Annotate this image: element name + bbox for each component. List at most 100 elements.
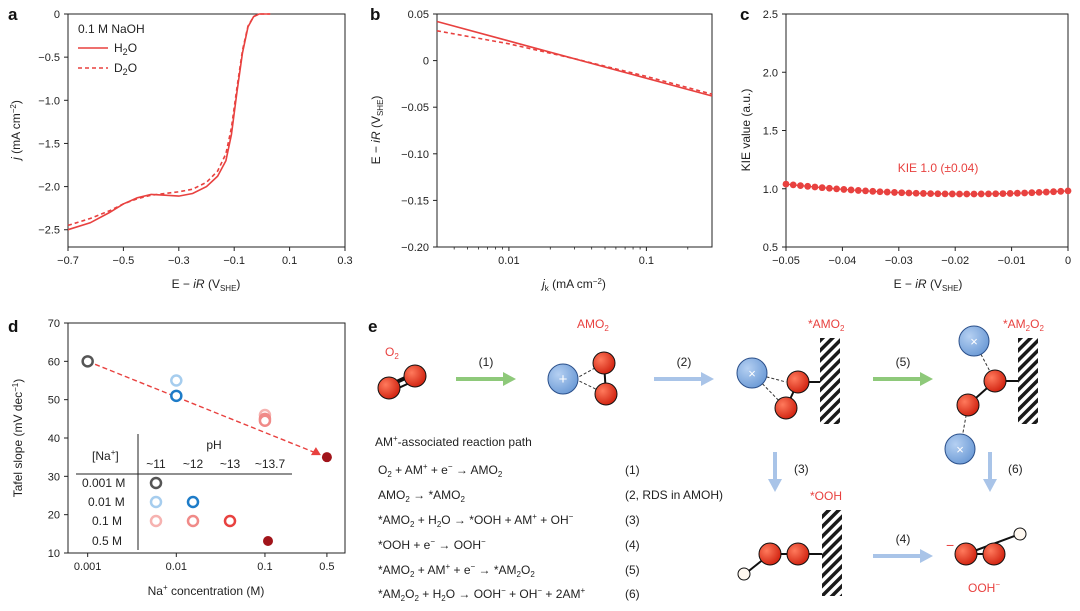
kie-point	[898, 189, 906, 197]
legend-d2o-label: D2O	[114, 61, 137, 77]
chart-a-xlabel: E − iR (VSHE)	[172, 277, 241, 293]
atom-o	[377, 376, 401, 400]
minus-sign: −	[946, 537, 954, 553]
kie-point	[912, 189, 920, 197]
y-tick-label: 1.0	[763, 184, 778, 196]
kie-point	[818, 184, 826, 192]
arrow-label: (4)	[896, 532, 911, 546]
y-tick-label: −2.0	[38, 182, 60, 194]
atom-o	[982, 542, 1006, 566]
y-tick-label: 40	[48, 433, 60, 445]
kie-point	[789, 181, 797, 189]
molecule-ooh-minus: −	[946, 527, 1027, 566]
atom-o	[758, 542, 782, 566]
chart-a-frame	[67, 13, 346, 248]
x-tick-label: −0.04	[828, 255, 856, 267]
arrow-step-3: (3)	[768, 452, 809, 492]
y-tick-label: −0.15	[401, 195, 429, 207]
kie-point	[977, 190, 985, 198]
equation-number: (1)	[625, 463, 640, 477]
reaction-scheme: O2 AMO2 *AMO2 *AM2O2 *OOH OOH− +	[375, 317, 1044, 603]
x-tick-label: −0.7	[57, 255, 79, 267]
kie-point	[941, 190, 949, 198]
data-point	[321, 452, 332, 463]
atom-o	[774, 396, 798, 420]
equation-number: (2, RDS in AMOH)	[625, 488, 723, 502]
label-star-amo2: *AMO2	[808, 317, 845, 333]
kie-point	[1028, 189, 1036, 197]
chart-b: 0.01 0.1 0.05 0 −0.05 −0.10 −0.15 −0.20 jk (mA …	[369, 9, 713, 293]
y-tick-label: 60	[48, 356, 60, 368]
atom-o	[786, 542, 810, 566]
table-marker	[223, 514, 237, 528]
chart-c-frame	[785, 13, 1069, 248]
molecule-star-ooh	[737, 510, 842, 596]
chart-a: −0.7 −0.5 −0.3 −0.1 0.1 0.3 0 −0.5 −1.0 −1.5 −2.0 −…	[9, 9, 353, 293]
arrow-label: (6)	[1008, 462, 1023, 476]
equation-list: O2 + AM+ + e− → AMO2 (1) AMO2 → *AMO2 (2, R…	[378, 462, 723, 603]
kie-point	[948, 190, 956, 198]
y-tick-label: −0.20	[401, 242, 429, 254]
path-title: AM+-associated reaction path	[375, 434, 532, 449]
panel-b-label: b	[370, 5, 380, 24]
label-star-am2o2: *AM2O2	[1003, 317, 1044, 333]
x-tick-label: 0.5	[319, 561, 334, 573]
y-tick-label: 1.5	[763, 126, 778, 138]
legend-h2o-label: H2O	[114, 41, 137, 57]
equation: *AM2O2 + H2O → OOH− + OH− + 2AM+	[378, 586, 585, 603]
table-ph-13-7: ~13.7	[255, 457, 286, 471]
x-tick-label: −0.1	[223, 255, 245, 267]
equation: *AMO2 + AM+ + e− → *AM2O2	[378, 562, 535, 579]
x-tick-label: −0.03	[885, 255, 913, 267]
table-marker	[186, 514, 200, 528]
atom-o	[594, 382, 618, 406]
atom-o	[956, 393, 980, 417]
atom-am	[736, 357, 768, 389]
kie-point	[1042, 188, 1050, 196]
kie-point	[992, 190, 1000, 198]
kie-point	[1057, 187, 1065, 195]
table-ph-13: ~13	[220, 457, 241, 471]
x-tick-label: 0.01	[498, 255, 519, 267]
y-tick-label: 70	[48, 318, 60, 330]
atom-h	[737, 567, 751, 581]
x-tick-label: 0	[1065, 255, 1071, 267]
kie-point	[825, 184, 833, 192]
kie-point	[927, 190, 935, 198]
y-tick-label: 20	[48, 510, 60, 522]
molecule-amo2: +	[547, 351, 618, 406]
kie-line	[785, 183, 1069, 195]
arrow-step-5: (5)	[873, 355, 933, 386]
atom-am	[944, 433, 976, 465]
table-row-label: 0.5 M	[92, 534, 122, 548]
trend-line	[87, 360, 320, 455]
x-tick-label: 0.1	[257, 561, 272, 573]
y-tick-label: 10	[48, 548, 60, 560]
equation: *AMO2 + H2O → *OOH + AM+ + OH−	[378, 512, 574, 529]
y-tick-label: 2.5	[763, 9, 778, 21]
table-ph-11: ~11	[146, 457, 166, 471]
label-amo2: AMO2	[577, 317, 609, 333]
data-point	[258, 414, 272, 427]
kie-point	[1064, 187, 1072, 195]
equation: AMO2 → *AMO2	[378, 488, 465, 504]
chart-d-ylabel: Tafel slope (mV dec−1)	[11, 379, 25, 498]
atom-o	[983, 369, 1007, 393]
x-tick-label: 0.01	[166, 561, 187, 573]
y-tick-label: −0.10	[401, 149, 429, 161]
table-marker	[149, 495, 163, 509]
x-tick-label: 0.3	[337, 255, 352, 267]
kie-point	[854, 187, 862, 194]
chart-b-xlabel: jk (mA cm−2)	[540, 277, 606, 293]
x-tick-label: −0.02	[941, 255, 969, 267]
surface-hatch	[822, 510, 842, 596]
kie-point	[883, 188, 891, 196]
chart-b-frame	[436, 13, 713, 248]
series-d2o-line	[67, 13, 271, 227]
surface-hatch	[820, 338, 840, 424]
label-ooh-minus: OOH−	[968, 580, 1000, 595]
x-tick-label: −0.5	[113, 255, 135, 267]
kie-point	[797, 182, 804, 190]
atom-o	[592, 351, 616, 375]
